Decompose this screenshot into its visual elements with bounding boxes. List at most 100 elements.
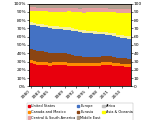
Bar — [93, 8, 97, 12]
Bar — [63, 27, 67, 30]
Bar — [89, 66, 93, 86]
Bar — [55, 4, 59, 8]
Bar — [71, 8, 74, 12]
Bar — [116, 35, 120, 37]
Bar — [120, 58, 124, 63]
Bar — [48, 8, 52, 12]
Bar — [63, 4, 67, 8]
Bar — [36, 11, 40, 24]
Bar — [52, 65, 55, 86]
Bar — [71, 12, 74, 28]
Bar — [124, 4, 127, 9]
Bar — [116, 63, 120, 66]
Bar — [33, 25, 36, 50]
Bar — [108, 62, 112, 65]
Bar — [93, 12, 97, 31]
Bar — [33, 61, 36, 64]
Bar — [59, 8, 63, 12]
Bar — [97, 57, 101, 63]
Bar — [105, 35, 108, 56]
Bar — [101, 12, 105, 32]
Bar — [82, 12, 86, 30]
Bar — [74, 63, 78, 66]
Bar — [40, 8, 44, 11]
Bar — [112, 12, 116, 33]
Bar — [44, 25, 48, 27]
Bar — [124, 64, 127, 67]
Bar — [44, 65, 48, 86]
Bar — [29, 49, 33, 60]
Bar — [71, 55, 74, 63]
Bar — [120, 9, 124, 13]
Bar — [120, 13, 124, 35]
Bar — [108, 56, 112, 62]
Bar — [52, 62, 55, 65]
Bar — [127, 67, 131, 86]
Bar — [82, 66, 86, 86]
Bar — [105, 62, 108, 65]
Bar — [108, 35, 112, 56]
Bar — [40, 24, 44, 27]
Bar — [105, 8, 108, 12]
Bar — [33, 4, 36, 7]
Bar — [40, 62, 44, 65]
Bar — [52, 4, 55, 8]
Bar — [78, 66, 82, 86]
Bar — [97, 63, 101, 66]
Bar — [112, 57, 116, 63]
Bar — [67, 4, 71, 8]
Bar — [48, 4, 52, 8]
Bar — [59, 65, 63, 86]
Bar — [89, 63, 93, 66]
Bar — [78, 63, 82, 66]
Bar — [127, 4, 131, 9]
Bar — [29, 63, 33, 86]
Bar — [120, 66, 124, 86]
Bar — [44, 62, 48, 65]
Bar — [74, 31, 78, 56]
Bar — [36, 8, 40, 11]
Bar — [89, 12, 93, 31]
Bar — [33, 7, 36, 11]
Bar — [78, 4, 82, 9]
Bar — [55, 29, 59, 53]
Bar — [116, 37, 120, 58]
Bar — [101, 4, 105, 8]
Bar — [93, 4, 97, 8]
Bar — [74, 4, 78, 8]
Bar — [127, 59, 131, 64]
Bar — [55, 26, 59, 29]
Bar — [112, 66, 116, 86]
Bar — [105, 4, 108, 8]
Bar — [89, 31, 93, 33]
Bar — [116, 13, 120, 35]
Bar — [105, 65, 108, 86]
Bar — [124, 58, 127, 64]
Bar — [101, 8, 105, 12]
Bar — [52, 53, 55, 62]
Bar — [78, 30, 82, 32]
Bar — [67, 8, 71, 12]
Bar — [71, 66, 74, 86]
Bar — [55, 65, 59, 86]
Bar — [40, 51, 44, 62]
Bar — [74, 12, 78, 29]
Bar — [124, 67, 127, 86]
Bar — [127, 64, 131, 67]
Bar — [71, 28, 74, 31]
Bar — [40, 11, 44, 24]
Bar — [48, 26, 52, 28]
Bar — [93, 63, 97, 66]
Bar — [86, 12, 89, 31]
Bar — [36, 62, 40, 65]
Bar — [48, 63, 52, 66]
Bar — [101, 65, 105, 86]
Bar — [127, 9, 131, 13]
Legend: United States, Canada and Mexico, Central & South America, Europe, Eurasia, Midd: United States, Canada and Mexico, Centra… — [27, 103, 133, 120]
Bar — [108, 33, 112, 35]
Bar — [93, 57, 97, 63]
Bar — [29, 7, 33, 11]
Bar — [82, 30, 86, 33]
Bar — [63, 65, 67, 86]
Bar — [36, 4, 40, 8]
